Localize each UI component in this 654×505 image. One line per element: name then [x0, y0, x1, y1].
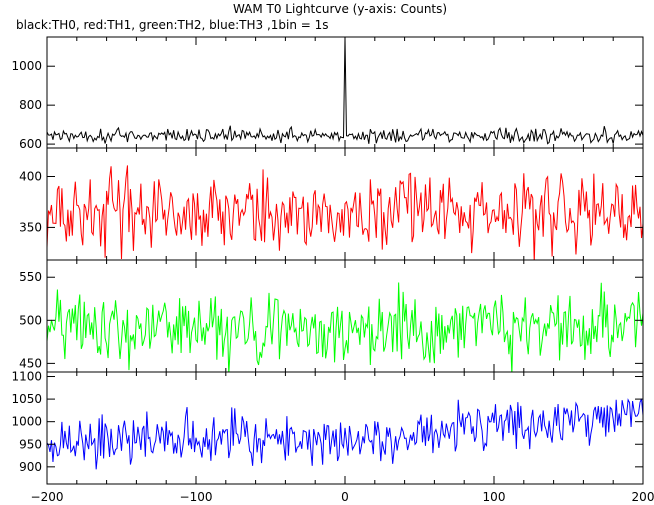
x-tick-label: 0	[341, 490, 349, 504]
panel-th2: 450 500 550	[19, 259, 644, 373]
chart-title: WAM T0 Lightcurve (y-axis: Counts)	[233, 2, 447, 16]
x-tick-label: −100	[180, 490, 213, 504]
y-tick-label: 500	[19, 313, 42, 327]
series-th2-line	[47, 282, 643, 372]
series-th0-line	[47, 37, 643, 145]
y-tick-label: 950	[19, 437, 42, 451]
x-axis-labels: −200 −100 0 100 200	[31, 490, 654, 504]
y-tick-label: 1100	[11, 370, 42, 384]
y-tick-label: 1000	[11, 415, 42, 429]
y-tick-label: 550	[19, 270, 42, 284]
panel-th1: 350 400	[19, 147, 644, 261]
y-tick-label: 450	[19, 356, 42, 370]
panel-th3: 900 950 1000 1050 1100	[11, 370, 644, 485]
y-tick-label: 800	[19, 98, 42, 112]
y-tick-label: 400	[19, 170, 42, 184]
y-tick-label: 600	[19, 137, 42, 151]
panels: 600 800 1000 350 400 450 500 550 900 950 1000 1050 1…	[11, 36, 644, 485]
chart-subtitle: black:TH0, red:TH1, green:TH2, blue:TH3 …	[16, 18, 329, 32]
panel-th0: 600 800 1000	[11, 36, 644, 151]
series-th1-line	[47, 165, 643, 260]
y-tick-label: 1050	[11, 392, 42, 406]
x-tick-label: 100	[483, 490, 506, 504]
y-tick-label: 1000	[11, 59, 42, 73]
series-th3-line	[47, 398, 643, 470]
y-tick-label: 900	[19, 460, 42, 474]
x-tick-label: 200	[632, 490, 654, 504]
y-tick-label: 350	[19, 220, 42, 234]
x-tick-label: −200	[31, 490, 64, 504]
